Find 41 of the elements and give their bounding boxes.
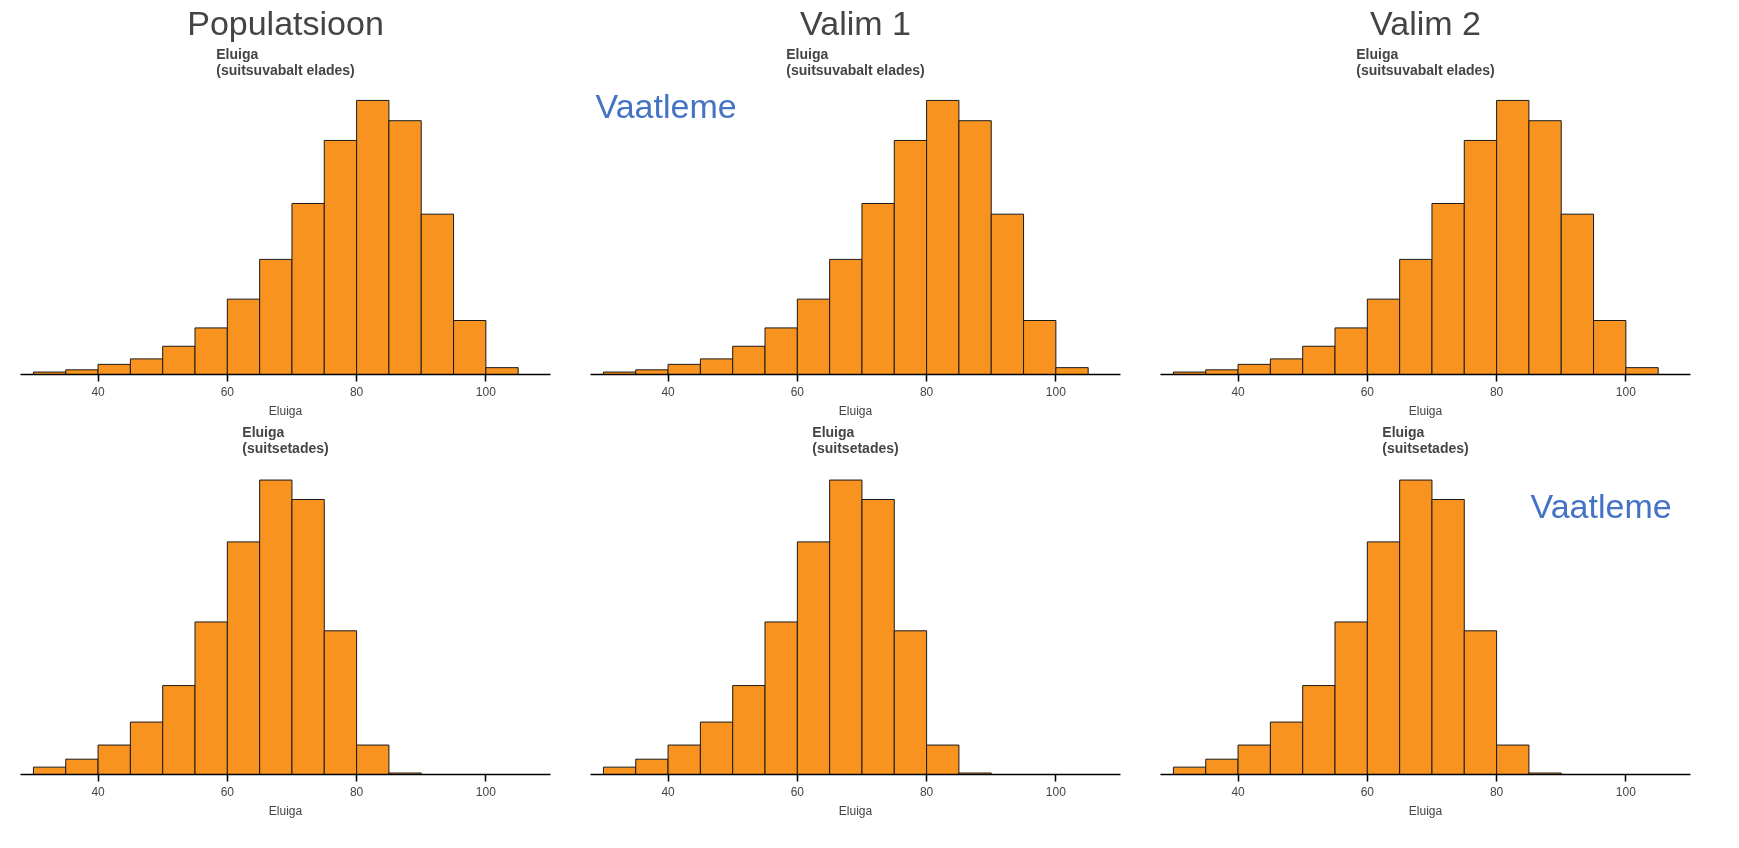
x-tick-label: 80 xyxy=(919,784,934,799)
chart-subtitle: Eluiga (suitsuvabalt elades) xyxy=(1356,45,1495,78)
x-tick-label: 80 xyxy=(1489,784,1504,799)
chart-title: Populatsioon xyxy=(187,3,384,42)
x-tick-label: 40 xyxy=(91,784,106,799)
x-tick-label: 100 xyxy=(1045,384,1067,399)
x-tick-label: 60 xyxy=(220,384,235,399)
x-tick-label: 100 xyxy=(1615,784,1637,799)
x-tick-label: 80 xyxy=(919,384,934,399)
x-tick-label: 60 xyxy=(1360,784,1375,799)
x-axis-title: Eluiga xyxy=(838,803,873,818)
x-tick-label: 80 xyxy=(349,784,364,799)
x-tick-label: 80 xyxy=(349,384,364,399)
chart-title: Valim 2 xyxy=(1370,3,1481,42)
chart-title: Eluiga (suitsetades) xyxy=(812,423,899,456)
x-tick-label: 40 xyxy=(661,784,676,799)
x-tick-label: 40 xyxy=(91,384,106,399)
annotation: Vaatleme xyxy=(1530,486,1672,525)
annotation: Vaatleme xyxy=(595,86,737,125)
x-axis-title: Eluiga xyxy=(1408,803,1443,818)
x-axis-title: Eluiga xyxy=(838,403,873,418)
x-tick-label: 60 xyxy=(790,784,805,799)
x-tick-label: 60 xyxy=(1360,384,1375,399)
chart-title: Valim 1 xyxy=(800,3,911,42)
x-tick-label: 80 xyxy=(1489,384,1504,399)
x-tick-label: 60 xyxy=(220,784,235,799)
x-tick-label: 60 xyxy=(790,384,805,399)
x-tick-label: 40 xyxy=(661,384,676,399)
x-tick-label: 100 xyxy=(1045,784,1067,799)
chart-subtitle: Eluiga (suitsuvabalt elades) xyxy=(216,45,355,78)
x-axis-title: Eluiga xyxy=(1408,403,1443,418)
x-axis-title: Eluiga xyxy=(268,803,303,818)
x-axis-title: Eluiga xyxy=(268,403,303,418)
x-tick-label: 100 xyxy=(1615,384,1637,399)
x-tick-label: 100 xyxy=(475,784,497,799)
chart-subtitle: Eluiga (suitsuvabalt elades) xyxy=(786,45,925,78)
x-tick-label: 40 xyxy=(1231,384,1246,399)
x-tick-label: 40 xyxy=(1231,784,1246,799)
x-tick-label: 100 xyxy=(475,384,497,399)
chart-title: Eluiga (suitsetades) xyxy=(1382,423,1469,456)
chart-title: Eluiga (suitsetades) xyxy=(242,423,329,456)
